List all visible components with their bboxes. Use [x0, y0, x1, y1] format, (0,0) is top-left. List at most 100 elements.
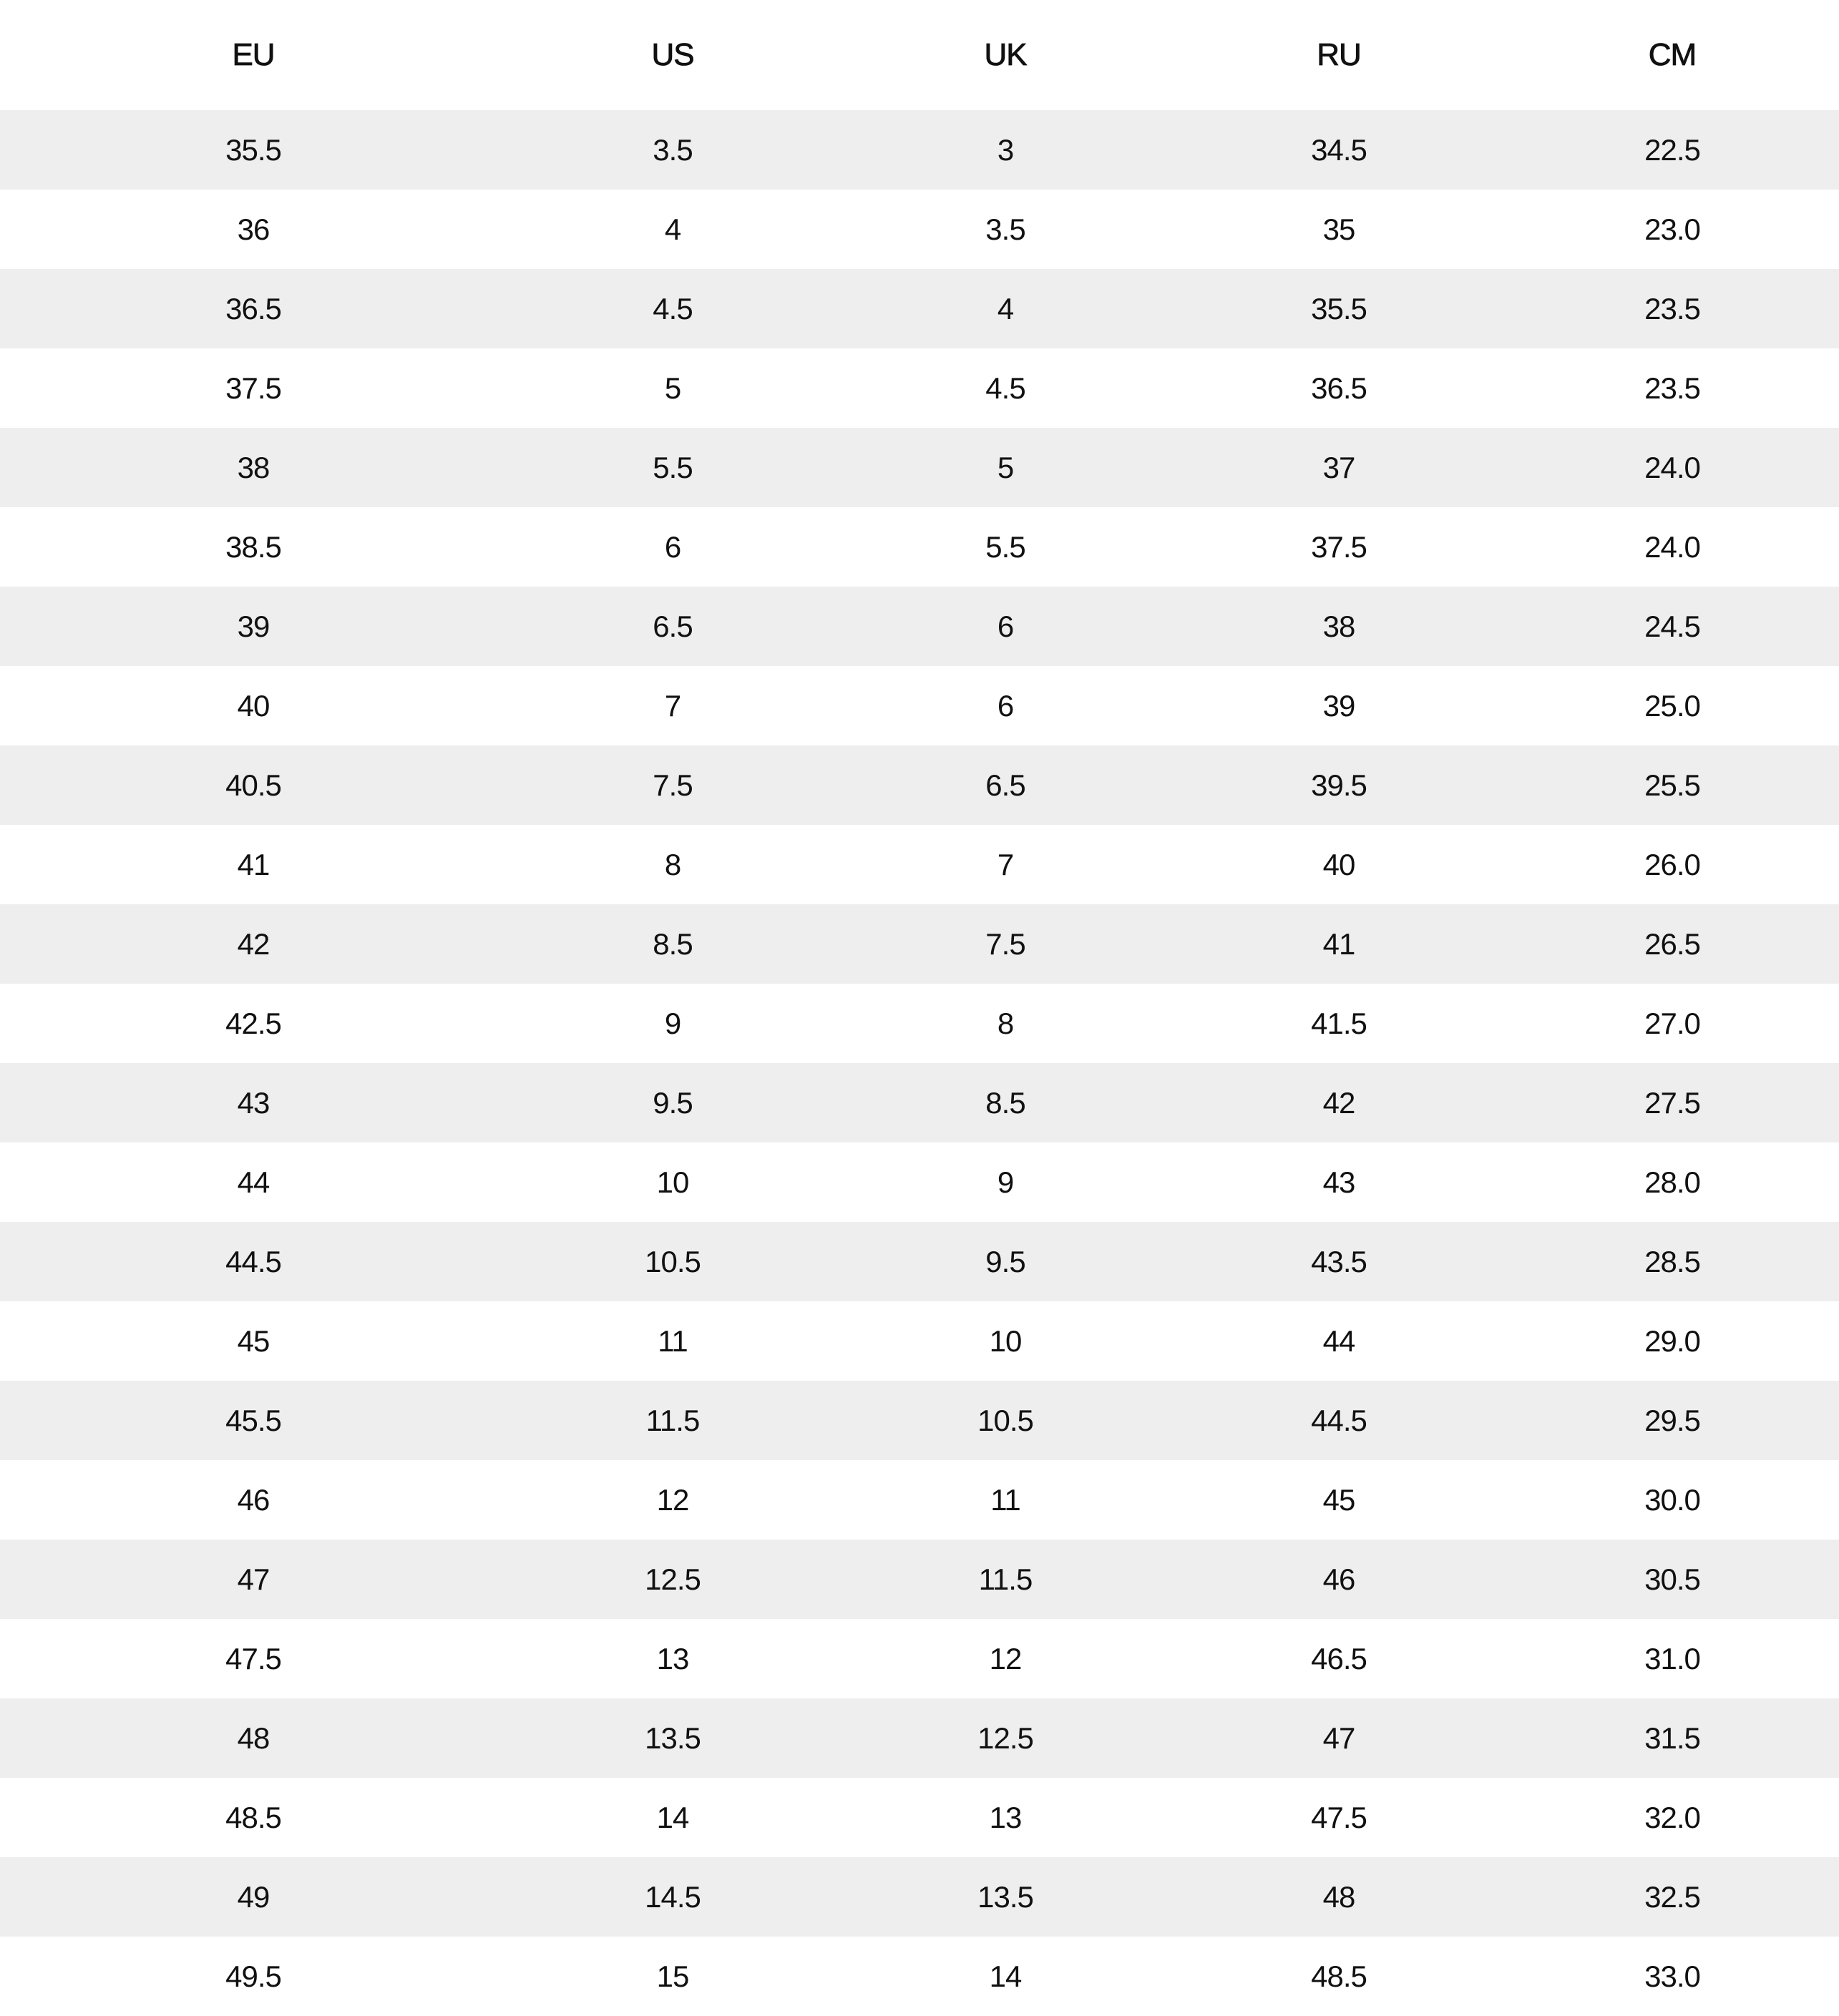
cell-us: 11.5 [645, 1403, 701, 1437]
cell-cm: 29.0 [1644, 1323, 1701, 1358]
cell-us: 14.5 [645, 1879, 701, 1914]
table-row: 42.5 9 8 41.5 27.0 [0, 984, 1839, 1063]
cell-eu: 49.5 [225, 1959, 282, 1993]
cell-eu: 40 [237, 688, 270, 723]
cell-cm: 27.5 [1644, 1085, 1701, 1120]
table-row: 44.5 10.5 9.5 43.5 28.5 [0, 1222, 1839, 1301]
table-row: 36.5 4.5 4 35.5 23.5 [0, 269, 1839, 348]
cell-uk: 14 [989, 1959, 1023, 1993]
cell-eu: 36.5 [225, 291, 282, 326]
cell-us: 15 [656, 1959, 690, 1993]
cell-eu: 38 [237, 450, 270, 484]
table-row: 45.5 11.5 10.5 44.5 29.5 [0, 1381, 1839, 1460]
cell-eu: 45 [237, 1323, 270, 1358]
table-row: 40.5 7.5 6.5 39.5 25.5 [0, 745, 1839, 825]
cell-ru: 36.5 [1311, 371, 1367, 405]
cell-ru: 39 [1322, 688, 1356, 723]
cell-eu: 42 [237, 926, 270, 961]
cell-us: 10.5 [645, 1244, 701, 1278]
cell-eu: 39 [237, 609, 270, 643]
cell-us: 10 [656, 1165, 690, 1199]
cell-uk: 9.5 [985, 1244, 1025, 1278]
cell-cm: 28.0 [1644, 1165, 1701, 1199]
cell-eu: 45.5 [225, 1403, 282, 1437]
cell-ru: 45 [1322, 1482, 1356, 1517]
table-row: 49.5 15 14 48.5 33.0 [0, 1937, 1839, 2016]
cell-cm: 29.5 [1644, 1403, 1701, 1437]
header-ru: RU [1317, 37, 1362, 73]
table-row: 44 10 9 43 28.0 [0, 1142, 1839, 1222]
cell-cm: 24.5 [1644, 609, 1701, 643]
cell-us: 5 [664, 371, 681, 405]
cell-eu: 47.5 [225, 1641, 282, 1675]
cell-eu: 40.5 [225, 768, 282, 802]
cell-ru: 34.5 [1311, 132, 1367, 167]
cell-ru: 44.5 [1311, 1403, 1367, 1437]
cell-uk: 4 [997, 291, 1014, 326]
cell-cm: 28.5 [1644, 1244, 1701, 1278]
cell-ru: 35.5 [1311, 291, 1367, 326]
cell-eu: 42.5 [225, 1006, 282, 1040]
cell-uk: 10.5 [977, 1403, 1034, 1437]
table-row: 45 11 10 44 29.0 [0, 1301, 1839, 1381]
table-row: 37.5 5 4.5 36.5 23.5 [0, 348, 1839, 428]
cell-us: 12 [656, 1482, 690, 1517]
cell-ru: 46 [1322, 1562, 1356, 1596]
cell-ru: 47 [1322, 1721, 1356, 1755]
table-row: 48 13.5 12.5 47 31.5 [0, 1698, 1839, 1778]
cell-eu: 44.5 [225, 1244, 282, 1278]
cell-uk: 6 [997, 688, 1014, 723]
cell-us: 4 [664, 212, 681, 246]
cell-cm: 23.5 [1644, 291, 1701, 326]
cell-us: 7 [664, 688, 681, 723]
cell-ru: 39.5 [1311, 768, 1367, 802]
table-row: 43 9.5 8.5 42 27.5 [0, 1063, 1839, 1142]
cell-ru: 43.5 [1311, 1244, 1367, 1278]
cell-us: 14 [656, 1800, 690, 1834]
table-row: 46 12 11 45 30.0 [0, 1460, 1839, 1540]
table-row: 42 8.5 7.5 41 26.5 [0, 904, 1839, 984]
header-uk: UK [984, 37, 1028, 73]
cell-us: 9.5 [653, 1085, 693, 1120]
cell-ru: 47.5 [1311, 1800, 1367, 1834]
cell-cm: 23.5 [1644, 371, 1701, 405]
cell-eu: 44 [237, 1165, 270, 1199]
cell-ru: 37.5 [1311, 529, 1367, 564]
cell-cm: 24.0 [1644, 450, 1701, 484]
cell-us: 8.5 [653, 926, 693, 961]
cell-uk: 8 [997, 1006, 1014, 1040]
cell-ru: 42 [1322, 1085, 1356, 1120]
cell-uk: 3 [997, 132, 1014, 167]
header-eu: EU [232, 37, 275, 73]
cell-cm: 30.0 [1644, 1482, 1701, 1517]
cell-cm: 32.5 [1644, 1879, 1701, 1914]
header-us: US [651, 37, 695, 73]
cell-ru: 35 [1322, 212, 1356, 246]
table-row: 48.5 14 13 47.5 32.0 [0, 1778, 1839, 1857]
cell-us: 13 [656, 1641, 690, 1675]
cell-us: 12.5 [645, 1562, 701, 1596]
cell-uk: 7.5 [985, 926, 1025, 961]
cell-cm: 26.0 [1644, 847, 1701, 881]
table-row: 47.5 13 12 46.5 31.0 [0, 1619, 1839, 1698]
cell-eu: 49 [237, 1879, 270, 1914]
table-row: 49 14.5 13.5 48 32.5 [0, 1857, 1839, 1937]
cell-uk: 6.5 [985, 768, 1025, 802]
cell-eu: 48.5 [225, 1800, 282, 1834]
table-row: 38 5.5 5 37 24.0 [0, 428, 1839, 507]
cell-uk: 11 [990, 1482, 1021, 1517]
cell-cm: 24.0 [1644, 529, 1701, 564]
cell-uk: 9 [997, 1165, 1014, 1199]
cell-uk: 4.5 [985, 371, 1025, 405]
cell-cm: 25.5 [1644, 768, 1701, 802]
cell-cm: 25.0 [1644, 688, 1701, 723]
cell-eu: 47 [237, 1562, 270, 1596]
cell-cm: 27.0 [1644, 1006, 1701, 1040]
cell-us: 6 [664, 529, 681, 564]
cell-ru: 44 [1322, 1323, 1356, 1358]
cell-cm: 23.0 [1644, 212, 1701, 246]
cell-uk: 12.5 [977, 1721, 1034, 1755]
cell-uk: 5.5 [985, 529, 1025, 564]
cell-ru: 48.5 [1311, 1959, 1367, 1993]
cell-uk: 3.5 [985, 212, 1025, 246]
